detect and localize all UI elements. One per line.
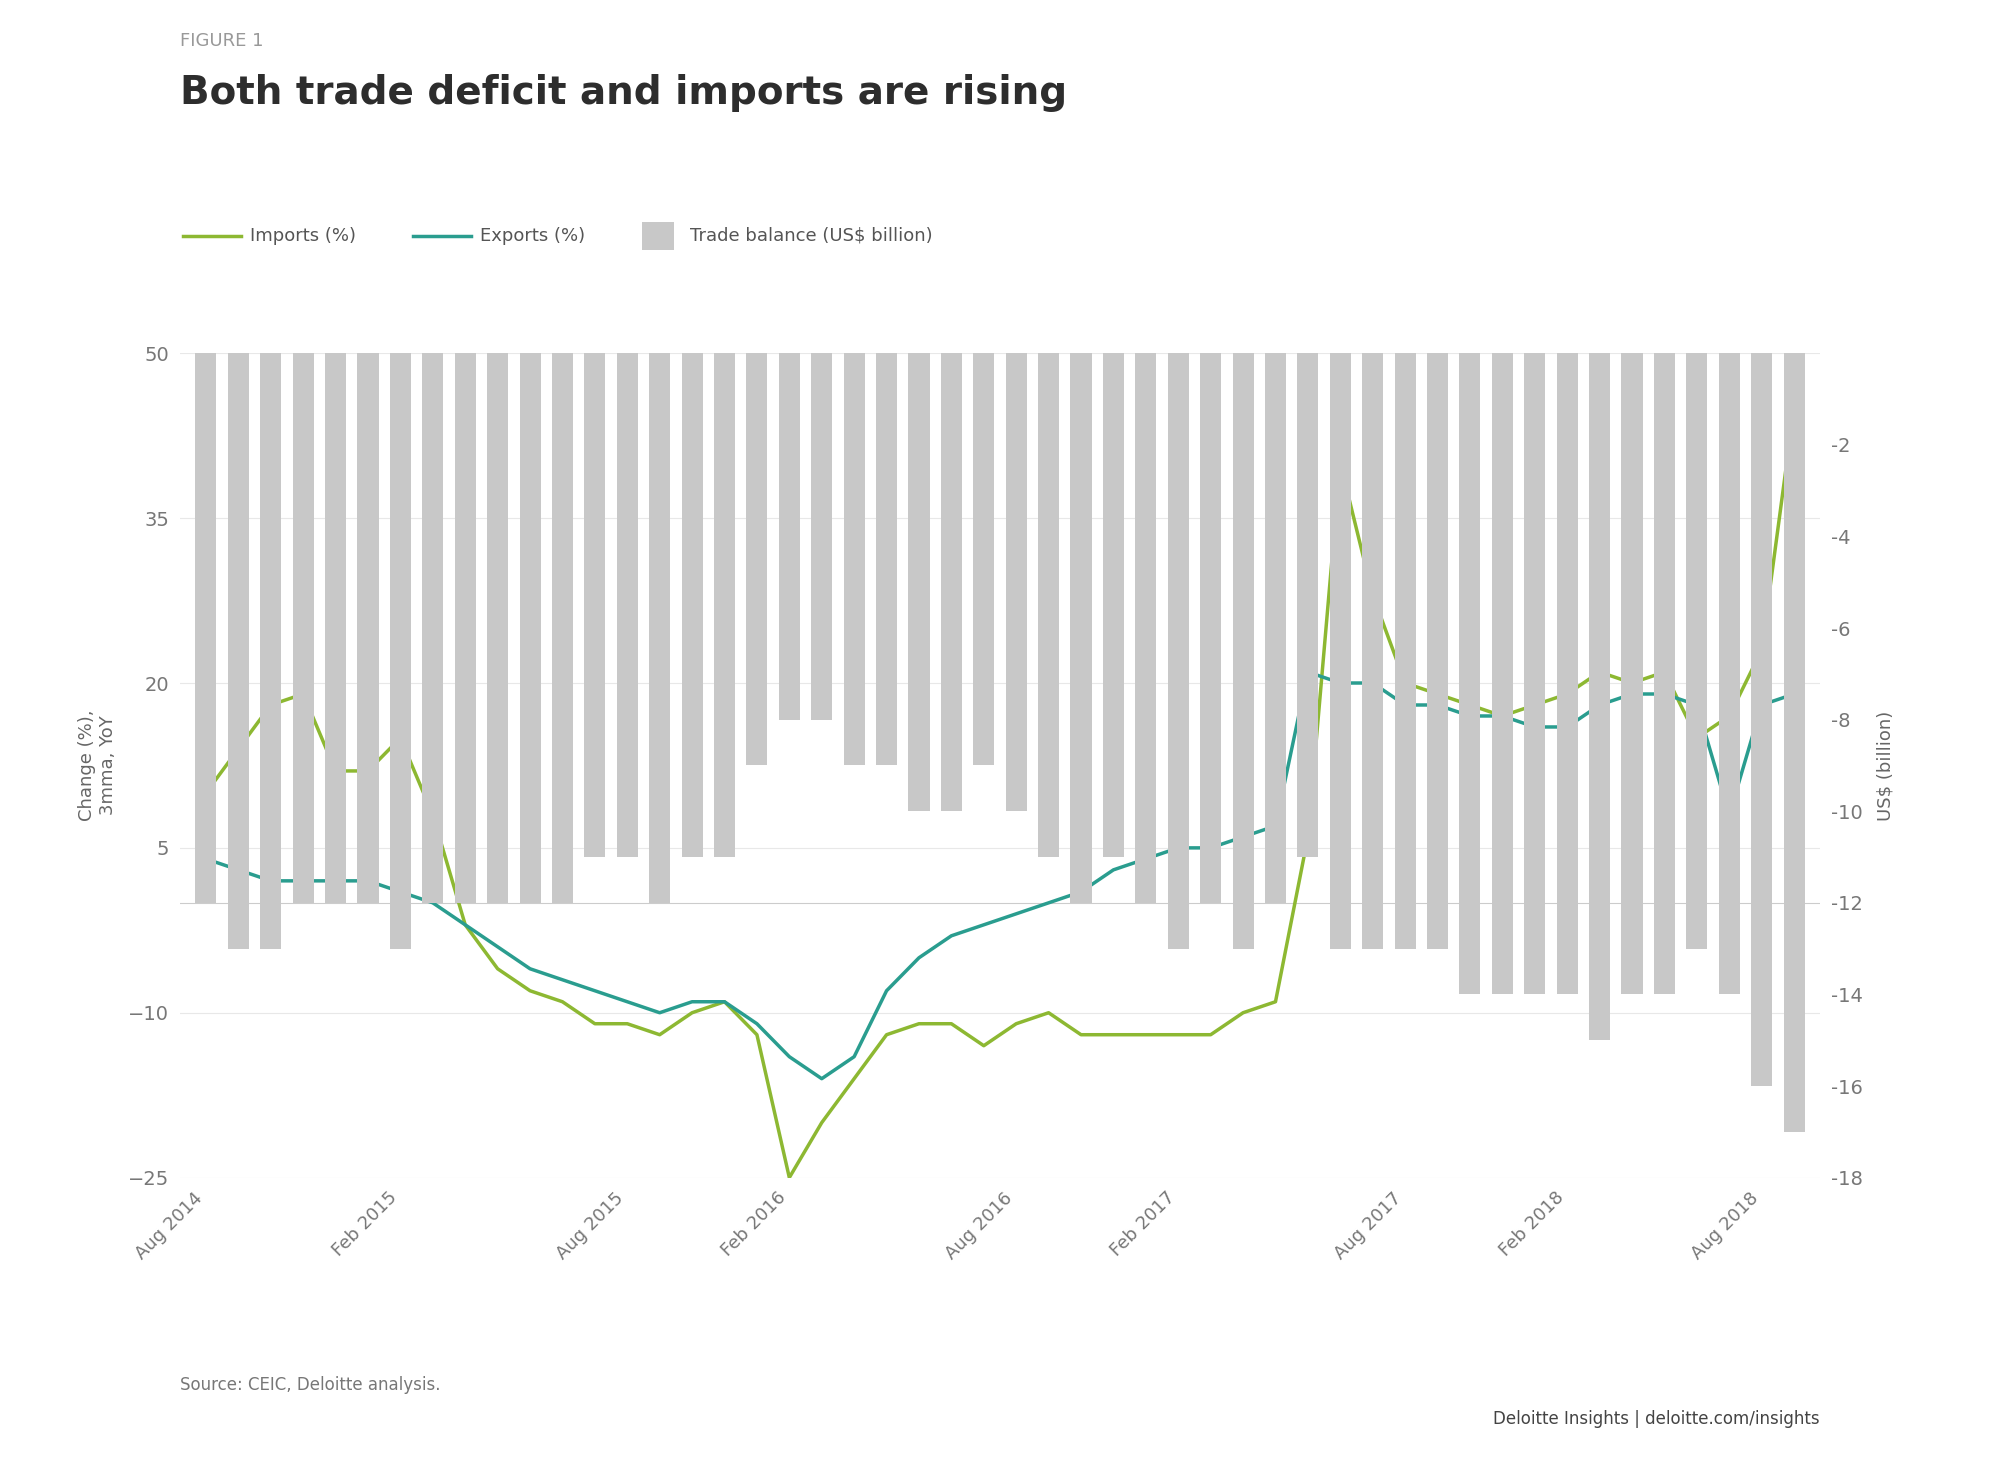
- Bar: [812, 353, 832, 720]
- Bar: [616, 353, 638, 857]
- Bar: [1200, 353, 1222, 902]
- Bar: [844, 353, 864, 765]
- Text: FIGURE 1: FIGURE 1: [180, 32, 264, 50]
- Bar: [1070, 353, 1092, 902]
- Bar: [584, 353, 606, 857]
- Bar: [1492, 353, 1512, 995]
- Bar: [552, 353, 572, 902]
- Bar: [876, 353, 898, 765]
- Text: Both trade deficit and imports are rising: Both trade deficit and imports are risin…: [180, 74, 1068, 112]
- Text: Deloitte Insights | deloitte.com/insights: Deloitte Insights | deloitte.com/insight…: [1494, 1410, 1820, 1428]
- Text: Exports (%): Exports (%): [480, 227, 586, 244]
- Bar: [1168, 353, 1188, 948]
- Bar: [1686, 353, 1708, 948]
- Bar: [260, 353, 282, 948]
- Text: Imports (%): Imports (%): [250, 227, 356, 244]
- Bar: [1330, 353, 1350, 948]
- Bar: [1784, 353, 1804, 1132]
- Bar: [1298, 353, 1318, 857]
- Bar: [1718, 353, 1740, 995]
- Bar: [488, 353, 508, 902]
- Bar: [778, 353, 800, 720]
- Bar: [1362, 353, 1384, 948]
- Bar: [1006, 353, 1026, 811]
- Bar: [714, 353, 736, 857]
- Bar: [1524, 353, 1546, 995]
- Bar: [358, 353, 378, 902]
- Bar: [746, 353, 768, 765]
- Bar: [196, 353, 216, 902]
- Bar: [1136, 353, 1156, 902]
- Bar: [520, 353, 540, 902]
- Bar: [1556, 353, 1578, 995]
- Bar: [1622, 353, 1642, 995]
- Bar: [1590, 353, 1610, 1041]
- Bar: [974, 353, 994, 765]
- Bar: [1460, 353, 1480, 995]
- Bar: [1232, 353, 1254, 948]
- Bar: [1038, 353, 1060, 857]
- Bar: [908, 353, 930, 811]
- Bar: [940, 353, 962, 811]
- Bar: [682, 353, 702, 857]
- Bar: [1264, 353, 1286, 902]
- Y-axis label: Change (%),
3mma, YoY: Change (%), 3mma, YoY: [78, 710, 116, 821]
- Bar: [326, 353, 346, 902]
- Bar: [228, 353, 248, 948]
- Bar: [390, 353, 410, 948]
- Text: Source: CEIC, Deloitte analysis.: Source: CEIC, Deloitte analysis.: [180, 1376, 440, 1394]
- Bar: [1394, 353, 1416, 948]
- Bar: [650, 353, 670, 902]
- Bar: [292, 353, 314, 902]
- Bar: [1654, 353, 1674, 995]
- Bar: [454, 353, 476, 902]
- Bar: [1428, 353, 1448, 948]
- Bar: [1102, 353, 1124, 857]
- Bar: [422, 353, 444, 902]
- Bar: [1752, 353, 1772, 1086]
- Text: Trade balance (US$ billion): Trade balance (US$ billion): [690, 227, 932, 244]
- Y-axis label: US$ (billion): US$ (billion): [1876, 711, 1894, 820]
